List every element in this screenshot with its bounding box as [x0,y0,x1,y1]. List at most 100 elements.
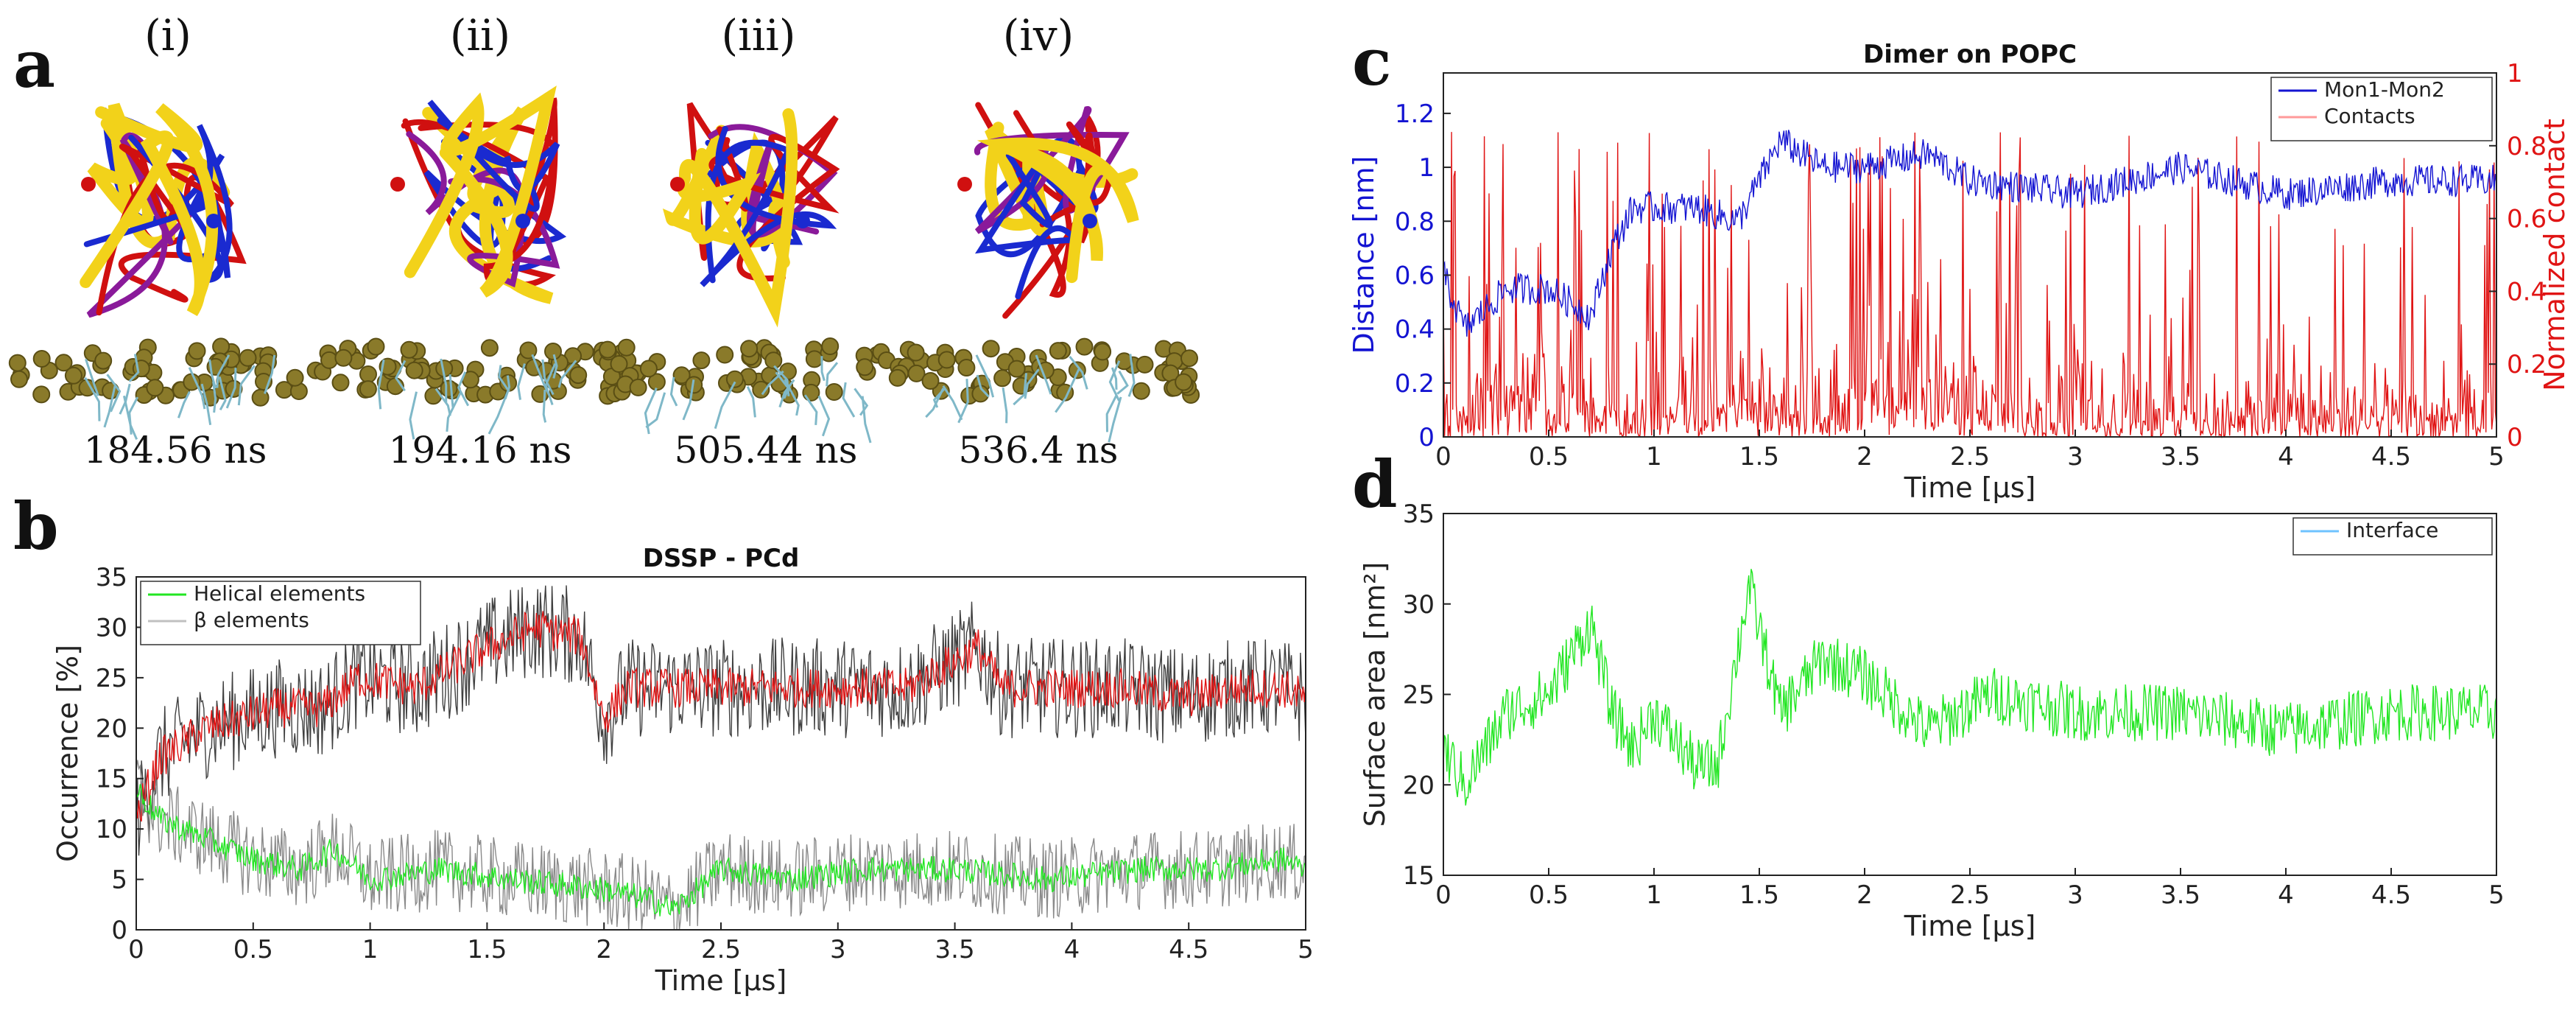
panel-b-letter: b [13,488,59,564]
terminus-marker [795,214,810,228]
lipid-bead [188,342,206,360]
snapshot-1-structure [8,102,332,440]
lipid-tail [212,381,217,413]
panel-a-letter: a [13,26,55,102]
snapshot-2-time: 194.16 ns [389,429,572,472]
lipid-tail [177,390,191,418]
lipid-tail [976,374,990,398]
snapshot-1-time: 184.56 ns [84,429,267,472]
lipid-bead [1094,343,1112,361]
snapshot-3-time: 505.44 ns [675,429,858,472]
legend-box [2270,77,2493,141]
legend-box [140,581,421,645]
lipid-tail [457,371,470,407]
x-axis-label: Time [μs] [1904,472,2036,504]
y-right-tick-label: 0.8 [2507,132,2547,161]
lipid-tail [237,365,256,406]
x-tick-label: 1.5 [1739,442,1779,472]
lipid-tail [531,354,551,396]
lipid-tail [1069,356,1088,390]
legend-entry: β elements [194,608,309,632]
y-right-tick-label: 0.6 [2507,205,2547,234]
lipid-bead [937,351,956,369]
lipid-bead [32,350,51,368]
lipid-tail [218,376,227,411]
lipid-bead [251,388,270,407]
x-tick-label: 4 [2278,442,2294,472]
y-tick-label: 35 [1403,500,1435,529]
panel-c-letter: c [1352,24,1392,100]
x-tick-label: 0.5 [1529,442,1569,472]
series-contacts [1443,132,2497,439]
lipid-tail [854,388,869,416]
lipid-tail [84,376,101,421]
lipid-tail [377,359,385,410]
lipid-tail [200,383,212,425]
series-mon1-mon2 [1443,130,2497,337]
legend-entry: Interface [2346,518,2438,542]
lipid-bead [825,383,843,401]
snapshot-3-label: (iii) [722,10,796,60]
snapshot-illustrations [8,85,1200,444]
lipid-bead [802,383,820,402]
lipid-bead [1132,382,1150,400]
lipid-bead [629,378,647,396]
lipid-tail [1105,394,1118,432]
x-tick-label: 3 [2067,442,2083,472]
lipid-tail [1127,354,1136,397]
lipid-tail [128,354,140,382]
protein-ribbon [80,103,219,316]
y-tick-label: 25 [1403,681,1435,710]
terminus-marker [670,177,685,192]
lipid-tail [861,396,872,444]
lipid-bead [64,366,82,385]
lipid-tail [1035,354,1052,395]
x-tick-label: 4.5 [1169,935,1208,964]
x-tick-label: 1.5 [1739,880,1779,910]
chart-dssp: 0 0.5 1 1.5 2 2.5 3 3.5 4 4.5 5 0 5 10 15 20 25 30 35 DSSP … [52,544,1314,997]
lipid-tail [932,388,946,408]
lipid-bead [647,373,666,391]
x-tick-label: 3 [2067,880,2083,910]
lipid-tail [498,365,510,393]
y-tick-label: 0.2 [1395,369,1435,399]
lipid-tail [542,389,547,423]
lipid-tail [645,392,666,429]
lipid-bead [320,351,338,369]
x-tick-label: 5 [1298,935,1314,964]
lipid-tail [803,394,818,425]
chart-dimer-distance: 0 0.5 1 1.5 2 2.5 3 3.5 4 4.5 500.20.40.60.811.200… [1348,40,2571,504]
lipid-tail [85,358,99,396]
lipid-bead [1007,360,1026,378]
lipid-tail [975,354,995,398]
lipid-bead [367,337,385,356]
lipid-tail [409,391,418,440]
lipid-tail [557,360,577,388]
panel-d-letter: d [1352,446,1398,522]
lipid-tail [669,376,678,407]
lipid-bead [888,368,907,387]
y-tick-label: 20 [96,714,127,743]
lipid-bead [239,348,257,367]
y-tick-label: 0 [111,916,127,945]
lipid-bead [331,374,350,392]
lipid-tail [544,363,557,405]
lipid-bead [821,337,840,355]
protein-ribbon [976,137,1139,284]
x-tick-label: 2.5 [1950,442,1990,472]
y-right-tick-label: 1 [2507,59,2523,88]
terminus-marker [1083,214,1097,228]
lipid-bead [1180,349,1198,368]
lipid-bead [692,351,711,370]
lipid-bead [400,340,418,359]
panel-a-snapshots: (i) (ii) (iii) (iv) 184.56 ns 194.16 ns … [8,10,1200,472]
legend-box [2292,517,2493,556]
y-right-tick-label: 0.2 [2507,350,2547,379]
lipid-tail [714,381,736,430]
y-tick-label: 25 [96,664,127,693]
terminus-marker [206,214,221,228]
lipid-bead [544,343,562,360]
lipid-tail [517,363,526,400]
